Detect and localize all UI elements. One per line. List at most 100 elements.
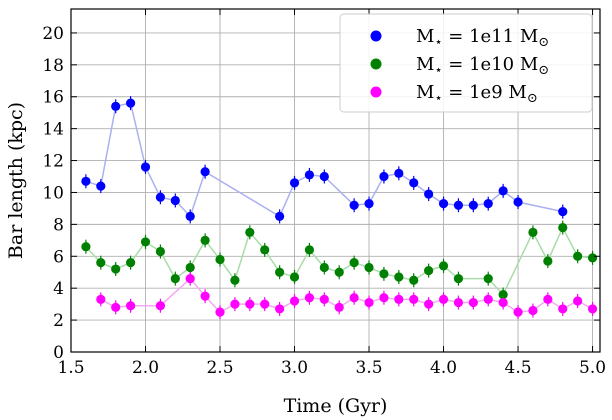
data-point [319,294,329,304]
legend-entry: M⋆ = 1e10 M⊙ [416,54,549,78]
data-point [468,297,478,308]
legend-entry: M⋆ = 1e11 M⊙ [416,26,549,50]
data-point [155,246,166,257]
data-point [513,197,523,207]
x-tick-label: 3.0 [281,358,308,378]
y-tick-label: 12 [42,152,64,172]
data-point [245,299,255,309]
data-point [126,301,136,311]
y-tick-label: 14 [42,120,64,140]
data-point [498,289,508,300]
data-point [126,98,136,108]
error-bars [85,96,594,320]
data-point [438,294,449,304]
data-point [215,307,225,317]
data-point [96,294,106,304]
y-tick-label: 8 [53,215,64,235]
data-point [126,258,136,268]
data-point [111,302,121,312]
data-point [111,101,121,111]
data-point [379,269,389,279]
legend-box [339,13,593,113]
data-point [275,304,285,314]
data-point [185,274,195,284]
data-point [543,294,553,304]
series-line-2 [100,277,593,314]
data-point [319,262,329,273]
data-point [260,299,270,309]
data-point [483,274,493,284]
data-point [587,304,598,314]
data-point [573,296,583,306]
data-point [483,294,493,304]
data-point [96,258,106,268]
data-point [424,299,434,309]
legend: M⋆ = 1e11 M⊙ M⋆ = 1e10 M⊙ M⋆ = 1e9 M⊙ [339,13,593,113]
data-point [394,294,404,304]
data-point [334,267,344,277]
y-tick-label: 2 [53,311,64,331]
x-tick-label: 1.5 [57,358,84,378]
y-tick-label: 18 [42,56,64,76]
data-point [215,254,225,265]
data-point [409,178,419,188]
data-point [289,272,300,282]
data-point [140,162,151,172]
data-point [438,199,449,209]
data-point [468,200,478,210]
data-point [558,222,568,233]
data-point [379,293,389,303]
y-tick-label: 0 [53,343,64,363]
data-point [498,186,508,196]
data-point [304,245,315,255]
series-line-1 [85,225,593,296]
data-point [438,261,449,271]
data-point [349,258,359,268]
data-point [543,256,553,266]
x-tick-label: 4.5 [505,358,532,378]
data-point [409,275,419,285]
data-point [200,167,210,177]
data-point [200,291,210,301]
tick-labels: 1.5 2.0 2.5 3.0 3.5 4.0 4.5 5.0 0 2 4 6 8 10 12 14 16 18 2… [42,24,606,378]
data-point [424,266,434,276]
data-point [349,293,359,303]
legend-marker [370,30,382,42]
data-point [558,304,568,314]
series-lines [85,102,593,314]
data-point [185,211,195,221]
y-tick-label: 10 [42,183,64,203]
data-points [81,98,598,317]
x-tick-label: 4.0 [430,358,457,378]
data-point [379,171,389,182]
x-tick-label: 3.5 [356,358,383,378]
y-tick-label: 20 [42,24,64,44]
plot-frame [70,8,601,353]
data-point [304,293,315,303]
data-point [513,307,523,317]
data-point [289,178,300,188]
data-point [364,199,374,209]
x-tick-label: 2.5 [206,358,233,378]
data-point [304,170,315,180]
data-point [394,272,404,282]
data-point [170,195,180,206]
y-tick-label: 4 [53,279,64,299]
data-point [364,262,374,273]
data-point [558,207,568,217]
data-point [453,274,464,284]
data-point [185,262,195,273]
data-point [96,181,106,191]
data-point [230,275,240,285]
data-point [81,176,91,186]
x-axis-label: Time (Gyr) [284,395,388,417]
axis-ticks [70,9,600,353]
x-tick-label: 2.0 [132,358,159,378]
data-point [155,301,166,311]
data-point [111,264,121,274]
data-point [81,242,91,252]
data-point [289,296,300,306]
data-point [587,253,598,263]
data-point [573,251,583,261]
